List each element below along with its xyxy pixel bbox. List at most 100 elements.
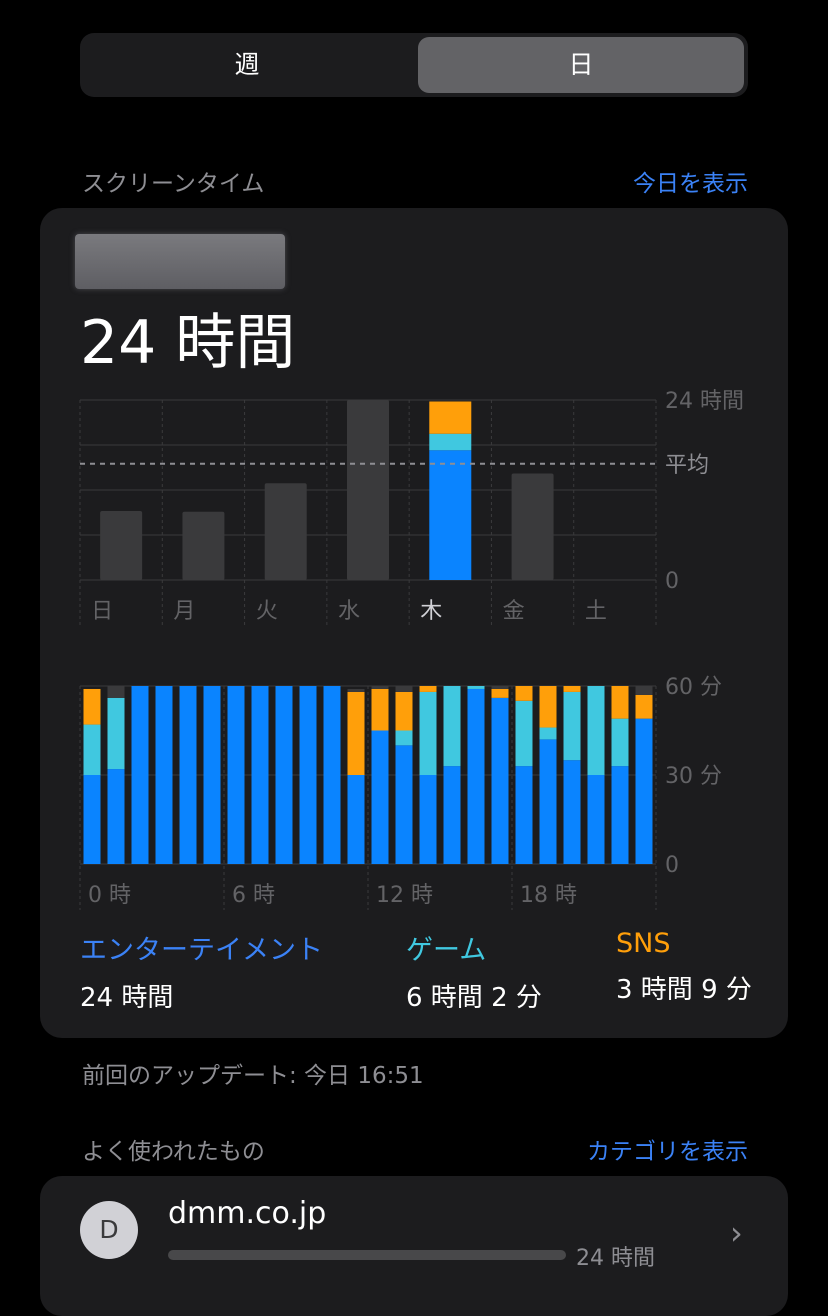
hour-bar-segment-0 <box>563 760 581 864</box>
hour-bar-segment-1 <box>107 697 125 770</box>
hour-bar-segment-0 <box>371 730 389 864</box>
weekly-usage-chart[interactable]: 日 月 火 水 木 金 土 平均 24 時間 0 <box>40 388 788 628</box>
hour-bar-segment-2 <box>635 694 653 719</box>
y-tick-label: 0 <box>665 853 679 878</box>
day-label: 日 <box>91 599 113 624</box>
hour-bar-segment-0 <box>83 775 101 864</box>
hour-bar-segment-0 <box>539 739 557 864</box>
day-label: 土 <box>585 599 607 624</box>
hour-bar-segment-0 <box>251 686 269 864</box>
hour-bar-segment-1 <box>611 718 629 767</box>
hour-bar-segment-0 <box>323 686 341 864</box>
hour-bar-segment-3 <box>107 686 125 698</box>
hour-bar-segment-3 <box>635 686 653 695</box>
bar <box>264 483 307 580</box>
hour-bar-segment-0 <box>227 686 245 864</box>
category-name: SNS <box>616 928 671 959</box>
show-today-link[interactable]: 今日を表示 <box>633 171 748 197</box>
hour-bar-segment-2 <box>371 688 389 731</box>
hour-bar-segment-3 <box>491 686 509 689</box>
hour-bar-segment-0 <box>587 775 605 864</box>
category-entertainment[interactable]: エンターテイメント 24 時間 <box>80 928 323 1014</box>
hour-bar-segment-1 <box>83 724 101 775</box>
hour-bar-segment-2 <box>83 688 101 725</box>
last-update-text: 前回のアップデート: 今日 16:51 <box>82 1063 424 1089</box>
hour-label: 12 時 <box>376 883 433 908</box>
hour-bar-segment-2 <box>347 691 365 775</box>
hour-bar-segment-0 <box>107 769 125 864</box>
category-sns[interactable]: SNS 3 時間 9 分 <box>616 928 752 1006</box>
bar <box>347 400 389 580</box>
hour-bar-segment-1 <box>587 686 605 775</box>
hour-bar-segment-2 <box>491 688 509 698</box>
hour-bar-segment-3 <box>347 688 365 692</box>
app-name: dmm.co.jp <box>168 1196 327 1231</box>
day-label: 木 <box>420 599 442 624</box>
hour-label: 18 時 <box>520 883 577 908</box>
hourly-usage-chart[interactable]: 0 時 6 時 12 時 18 時 60 分 30 分 0 <box>40 672 788 922</box>
y-tick-label: 30 分 <box>665 764 722 789</box>
hour-bar-segment-0 <box>179 686 197 864</box>
day-label: 水 <box>338 599 360 624</box>
segment-day[interactable]: 日 <box>418 37 744 93</box>
y-tick-label: 24 時間 <box>665 389 744 414</box>
hour-bar-segment-2 <box>395 691 413 731</box>
hour-label: 6 時 <box>232 883 275 908</box>
hour-bar-segment-1 <box>443 686 461 767</box>
hour-bar-segment-1 <box>395 730 413 746</box>
hour-bar-segment-2 <box>611 686 629 719</box>
hour-bar-segment-1 <box>419 691 437 775</box>
hour-bar-segment-0 <box>395 745 413 864</box>
hour-label: 0 時 <box>88 883 131 908</box>
hour-bar-segment-1 <box>515 700 533 767</box>
show-categories-link[interactable]: カテゴリを表示 <box>587 1139 748 1165</box>
category-name: ゲーム <box>406 935 487 966</box>
most-used-title: よく使われたもの <box>82 1139 265 1165</box>
day-label: 火 <box>256 599 278 624</box>
category-value: 6 時間 2 分 <box>406 983 542 1013</box>
average-label: 平均 <box>665 453 709 478</box>
category-value: 24 時間 <box>80 983 174 1013</box>
bar <box>182 511 225 580</box>
day-label: 月 <box>173 599 195 624</box>
hour-bar-segment-0 <box>419 775 437 864</box>
hour-bar-segment-0 <box>491 697 509 864</box>
hour-bar-segment-0 <box>155 686 173 864</box>
redacted-date-label <box>75 234 285 289</box>
day-label: 金 <box>503 599 525 624</box>
segment-week[interactable]: 週 <box>234 50 260 79</box>
category-value: 3 時間 9 分 <box>616 975 752 1005</box>
hour-bar-segment-0 <box>299 686 317 864</box>
hour-bar-segment-3 <box>395 686 413 692</box>
period-segmented-control: 週 日 <box>80 33 748 97</box>
hour-bar-segment-0 <box>515 766 533 864</box>
bar-segment-1 <box>429 433 472 451</box>
y-tick-label: 0 <box>665 569 679 594</box>
hour-bar-segment-0 <box>443 766 461 864</box>
category-game[interactable]: ゲーム 6 時間 2 分 <box>406 928 542 1014</box>
hour-bar-segment-0 <box>635 718 653 864</box>
bar <box>511 473 554 580</box>
bar-segment-2 <box>429 401 472 434</box>
hour-bar-segment-0 <box>131 686 149 864</box>
hour-bar-segment-2 <box>539 686 557 728</box>
hour-bar-segment-0 <box>611 766 629 864</box>
app-usage-time: 24 時間 <box>576 1246 655 1271</box>
screen-time-title: スクリーンタイム <box>82 171 265 197</box>
total-time: 24 時間 <box>80 308 296 378</box>
app-avatar: D <box>80 1201 138 1259</box>
most-used-list: D dmm.co.jp 24 時間 › <box>40 1176 788 1316</box>
hour-bar-segment-1 <box>539 727 557 740</box>
hour-bar-segment-2 <box>563 686 581 692</box>
screen-time-card[interactable]: 24 時間 日 月 火 水 木 金 土 平均 24 時間 0 0 時 6 時 12 時 18 時 60 分… <box>40 208 788 1038</box>
category-name: エンターテイメント <box>80 935 323 966</box>
hour-bar-segment-2 <box>515 686 533 701</box>
hour-bar-segment-0 <box>203 686 221 864</box>
hour-bar-segment-0 <box>275 686 293 864</box>
bar <box>100 511 143 580</box>
hour-bar-segment-0 <box>347 775 365 864</box>
hour-bar-segment-2 <box>419 686 437 692</box>
hour-bar-segment-3 <box>371 686 389 689</box>
y-tick-label: 60 分 <box>665 675 722 700</box>
chevron-right-icon: › <box>730 1214 743 1252</box>
